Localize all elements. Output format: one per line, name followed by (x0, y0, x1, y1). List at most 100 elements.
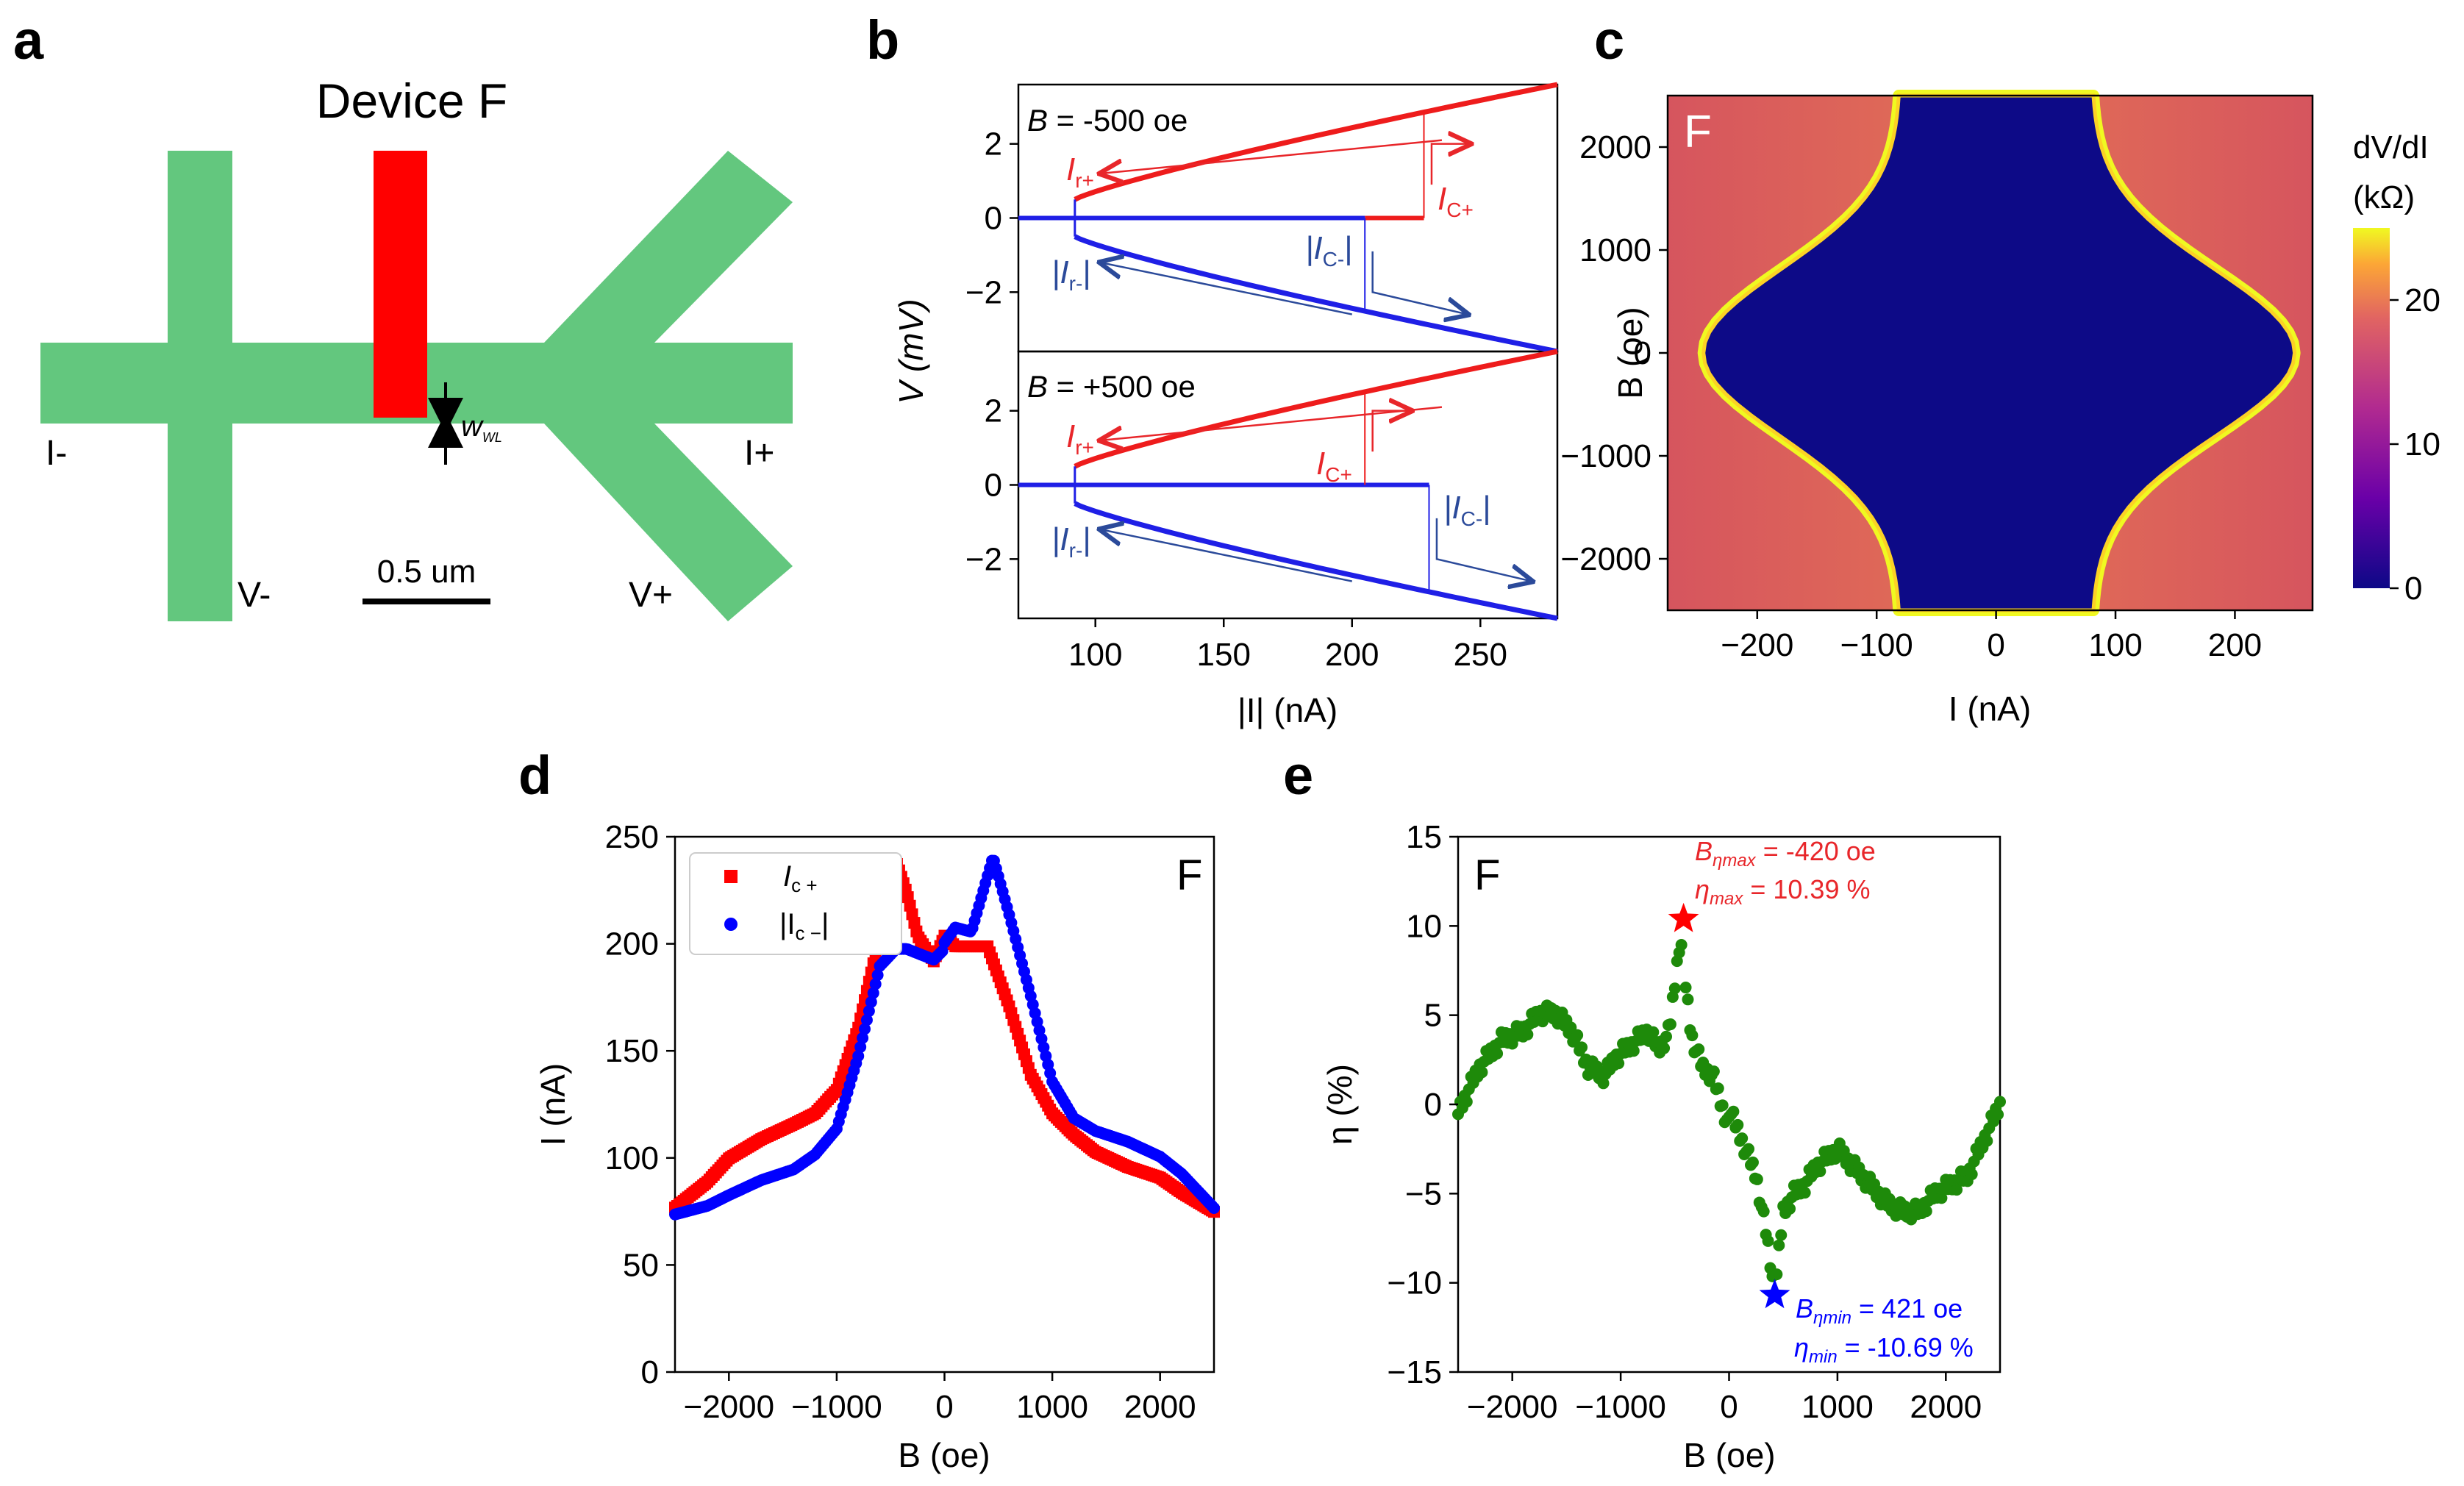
e-xtick-label: 2000 (1910, 1389, 1982, 1425)
label-v-plus: V+ (629, 576, 673, 615)
d-point-icminus (857, 1032, 869, 1044)
b-arrow-sweep-down-positive (1101, 139, 1443, 174)
e-ytick-label: 0 (1424, 1087, 1442, 1123)
e-xtick-label: −1000 (1575, 1389, 1666, 1425)
e-annotation-etamax: ηmax = 10.39 % (1695, 874, 1870, 909)
d-legend-marker-icplus (724, 870, 738, 883)
c-colorbar-ticks: 0 10 20 (2390, 282, 2440, 607)
e-point (1597, 1077, 1610, 1090)
b-ytick-label: 0 (985, 468, 1002, 504)
e-min-star-marker (1759, 1279, 1790, 1309)
c-ytick-label: −1000 (1560, 438, 1651, 474)
e-ytick-label: 10 (1406, 908, 1442, 944)
b-ytick-label: −2 (965, 541, 1002, 577)
e-ytick-label: −5 (1405, 1176, 1442, 1212)
b-xtick-label: 250 (1454, 637, 1507, 673)
e-point (1693, 1043, 1705, 1056)
b-top-label-ir: Ir+ (1066, 151, 1094, 192)
c-heatmap-image (1668, 90, 2313, 616)
d-point-icminus (854, 1040, 867, 1053)
c-ytick-label: 1000 (1579, 232, 1651, 268)
e-point (1992, 1108, 2004, 1121)
d-ytick-label: 0 (641, 1354, 659, 1390)
d-point-icminus (859, 1023, 871, 1035)
b-top-field-label: B = -500 oe (1027, 103, 1188, 137)
d-legend-icplus: Ic + (783, 860, 818, 896)
lower-right-lead (544, 424, 793, 621)
b-branch-negative-resistive (1074, 234, 1558, 354)
b-ytick-label: 2 (985, 393, 1002, 429)
label-i-plus: I+ (744, 434, 774, 473)
e-xtick-label: 1000 (1801, 1389, 1874, 1425)
b-bottom-label-irm: |Ir-| (1051, 521, 1091, 562)
b-bottom-label-ic: IC+ (1316, 446, 1352, 486)
panel-label-e: e (1283, 745, 1313, 806)
e-point (1736, 1132, 1749, 1145)
e-ytick-label: −15 (1387, 1354, 1442, 1390)
b-top-label-ic: IC+ (1438, 181, 1474, 221)
b-arrow-switch-negative (1371, 251, 1468, 315)
d-ytick-label: 200 (605, 926, 659, 962)
b-branch-positive-resistive (1074, 82, 1558, 202)
e-point (1771, 1268, 1783, 1281)
c-colorbar (2353, 228, 2390, 588)
c-ytick-label: −2000 (1560, 541, 1651, 577)
e-point (1773, 1239, 1785, 1251)
d-xtick-label: −1000 (791, 1389, 882, 1425)
d-ylabel: I (nA) (534, 1063, 572, 1146)
c-colorbar-tick-label: 20 (2404, 282, 2440, 318)
e-point (1732, 1118, 1744, 1131)
e-ylabel: η (%) (1321, 1064, 1359, 1145)
e-point (1762, 1235, 1774, 1247)
e-corner-label: F (1474, 851, 1500, 899)
width-label: wWL (461, 410, 502, 445)
e-point (1675, 939, 1688, 951)
e-point (1658, 1042, 1671, 1054)
b-top-curves (1018, 82, 1558, 354)
device-schematic: Device F wWL I- I+ V- V+ 0.5 um (40, 74, 793, 621)
b-xtick-label: 100 (1068, 637, 1122, 673)
d-ytick-label: 50 (623, 1247, 659, 1283)
upper-right-lead (544, 151, 793, 343)
c-xtick-label: 0 (1987, 627, 2004, 663)
c-xlabel: I (nA) (1949, 690, 2031, 728)
e-point (1784, 1202, 1796, 1215)
e-point (1576, 1041, 1588, 1054)
device-title: Device F (316, 74, 507, 128)
b-ytick-label: −2 (965, 274, 1002, 310)
red-gate-electrode (374, 151, 427, 418)
panel-label-c: c (1594, 10, 1624, 71)
b-arrow-sweep-down-negative (1101, 262, 1353, 315)
b-ylabel: V (mV) (892, 299, 930, 404)
d-ytick-label: 100 (605, 1140, 659, 1176)
c-colorbar-label: dV/dI (2353, 129, 2429, 165)
panel-label-b: b (866, 10, 899, 71)
d-legend (689, 852, 902, 955)
e-annotation-etamin: ηmin = -10.69 % (1794, 1332, 1974, 1367)
e-point (1951, 1184, 1963, 1196)
e-point (1757, 1205, 1770, 1218)
c-colorbar-unit: (kΩ) (2353, 179, 2415, 215)
b-branch-negative-resistive (1074, 501, 1558, 621)
e-point (1814, 1165, 1826, 1177)
d-ytick-label: 150 (605, 1033, 659, 1069)
b-bottom-label-icm: |IC-| (1443, 490, 1491, 530)
d-xtick-label: 0 (935, 1389, 953, 1425)
d-legend-marker-icminus (724, 918, 738, 931)
e-point (1712, 1082, 1724, 1095)
b-arrow-sweep-down-negative (1101, 529, 1353, 582)
label-v-minus: V- (238, 576, 271, 615)
e-point (1627, 1045, 1640, 1057)
e-point (1935, 1192, 1948, 1204)
e-max-star-marker (1668, 902, 1699, 932)
b-arrow-switch-positive (1371, 411, 1411, 452)
e-point (1571, 1029, 1584, 1041)
e-point (1965, 1168, 1978, 1181)
scale-bar-label: 0.5 um (377, 554, 476, 590)
d-xlabel: B (oe) (898, 1436, 990, 1474)
b-bottom-label-ir: Ir+ (1066, 418, 1094, 459)
e-point (1613, 1057, 1625, 1070)
d-point-icminus (867, 987, 879, 999)
